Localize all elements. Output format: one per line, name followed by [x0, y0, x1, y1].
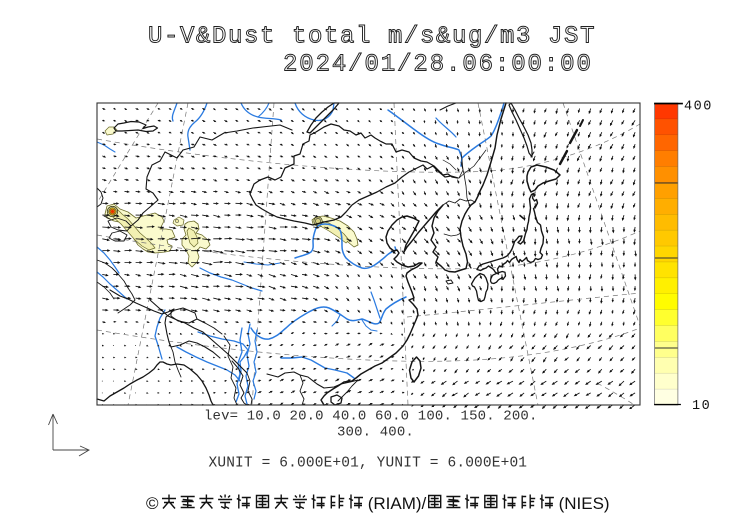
- svg-text:(NIES): (NIES): [559, 494, 610, 513]
- svg-text:U-V&Dust total m/s&ug/m3 JST: U-V&Dust total m/s&ug/m3 JST: [148, 24, 596, 51]
- svg-text:400: 400: [684, 100, 713, 115]
- svg-text:©: ©: [146, 494, 159, 513]
- svg-text:2024/01/28.06:00:00: 2024/01/28.06:00:00: [283, 52, 593, 79]
- svg-text:300. 400.: 300. 400.: [337, 424, 414, 440]
- svg-text:XUNIT = 6.000E+01, YUNIT = 6.0: XUNIT = 6.000E+01, YUNIT = 6.000E+01: [209, 456, 528, 472]
- svg-text:(RIAM)/: (RIAM)/: [368, 494, 427, 513]
- svg-text:lev= 10.0 20.0 40.0 60.0 100.: lev= 10.0 20.0 40.0 60.0 100. 150. 200.: [204, 409, 538, 425]
- svg-text:10: 10: [692, 399, 711, 414]
